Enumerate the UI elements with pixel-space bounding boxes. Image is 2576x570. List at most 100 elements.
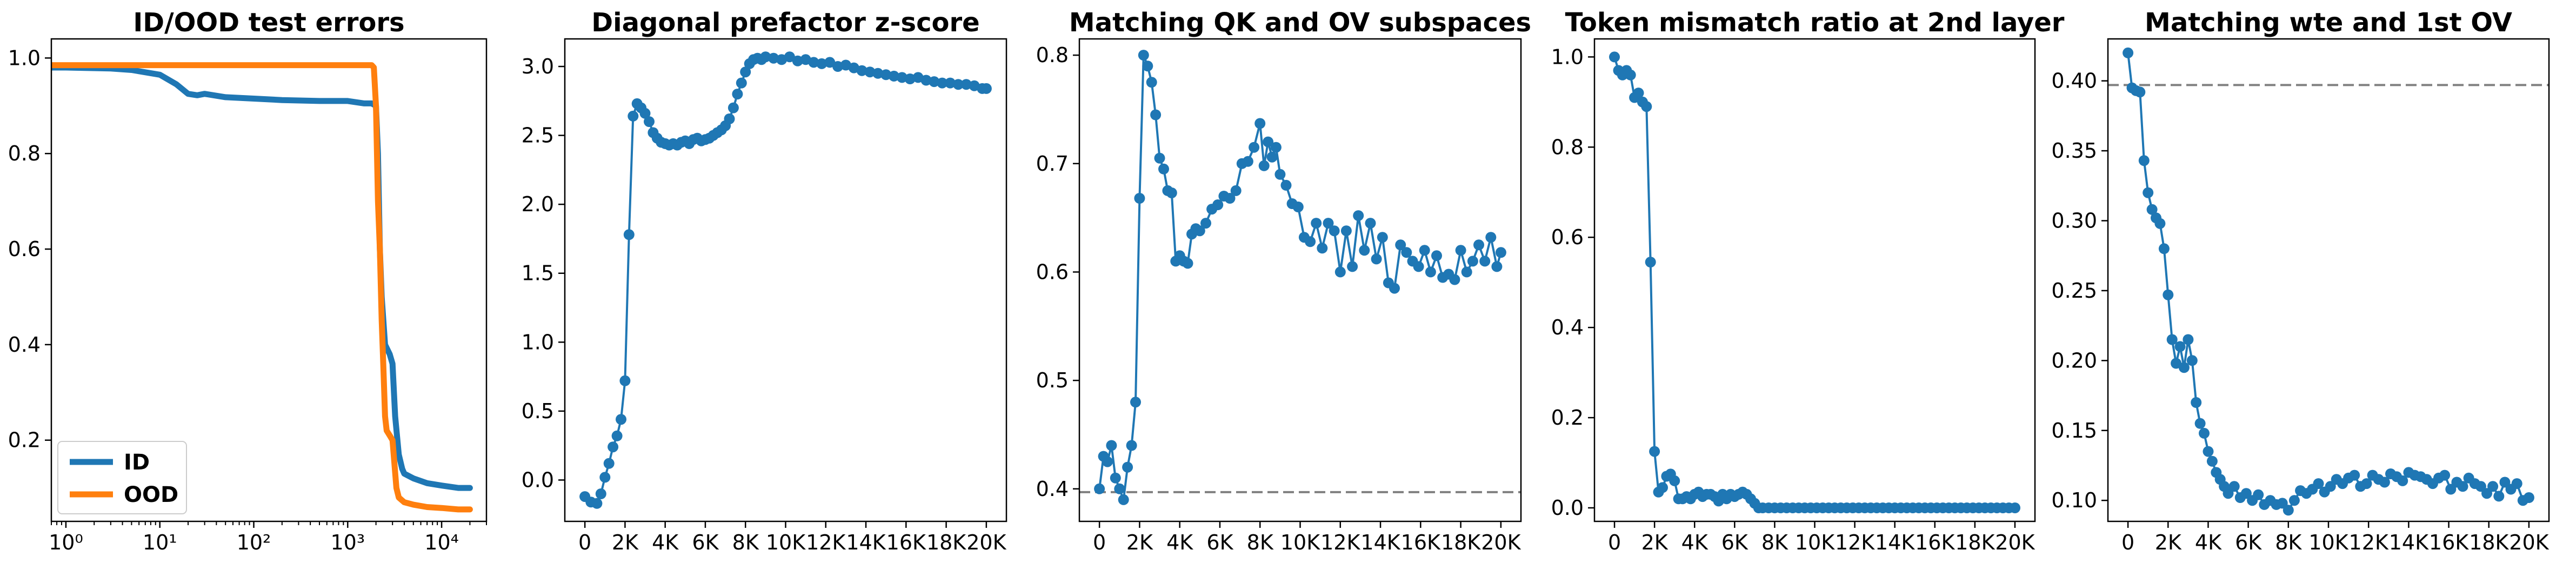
data-point <box>1134 193 1145 204</box>
data-point <box>2163 289 2174 300</box>
y-tick-label: 0.0 <box>522 468 554 492</box>
data-point <box>1491 261 1503 272</box>
data-point <box>2134 86 2146 98</box>
x-tick-label: 12K <box>1320 531 1360 554</box>
plot-area <box>1094 50 1506 505</box>
x-tick-label: 8K <box>1761 531 1788 554</box>
data-point <box>728 102 739 113</box>
chart-title: Matching QK and OV subspaces <box>1069 8 1531 38</box>
data-point <box>599 472 611 483</box>
data-point <box>2397 475 2408 486</box>
data-point <box>808 57 819 68</box>
data-point <box>2253 489 2264 500</box>
data-point <box>1431 250 1442 261</box>
y-tick-label: 0.2 <box>1551 406 1584 430</box>
data-point <box>1146 77 1157 88</box>
data-point <box>591 498 603 509</box>
series-line-1 <box>1613 56 2016 509</box>
data-point <box>1485 232 1497 243</box>
data-point <box>1359 245 1370 256</box>
data-point <box>1114 483 1125 494</box>
data-point <box>2283 505 2294 516</box>
data-point <box>952 79 964 90</box>
data-point <box>1455 245 1466 256</box>
data-point <box>816 58 827 69</box>
data-point <box>2313 478 2324 489</box>
data-point <box>1340 225 1352 237</box>
data-point <box>2493 491 2505 502</box>
data-point <box>2178 362 2190 373</box>
series-line-id <box>51 64 473 491</box>
chart-title: Matching wte and 1st OV <box>2145 8 2512 38</box>
data-point <box>864 66 876 78</box>
data-point <box>2499 477 2511 488</box>
y-tick-label: 3.0 <box>522 55 554 78</box>
data-point <box>792 55 803 66</box>
data-point <box>2511 478 2522 489</box>
x-tick-label: 6K <box>1721 531 1749 554</box>
data-point <box>1669 475 1680 486</box>
data-point <box>2349 470 2360 481</box>
y-tick-label: 0.8 <box>8 142 41 165</box>
chart-title: Token mismatch ratio at 2nd layer <box>1565 8 2065 38</box>
data-point <box>824 57 836 68</box>
x-tick-label: 16K <box>2429 531 2469 554</box>
data-point <box>2445 484 2457 495</box>
data-point <box>1645 257 1656 268</box>
data-point <box>1242 156 1253 167</box>
x-tick-label: 10¹ <box>143 531 177 554</box>
data-point <box>2194 418 2206 429</box>
data-point <box>1461 266 1472 278</box>
data-point <box>2325 481 2336 492</box>
chart-panel-3: Matching QK and OV subspaces 0 2K 4K 6K 8K 10K… <box>1036 8 1532 554</box>
data-point <box>2186 355 2198 366</box>
x-tick-label: 0 <box>578 531 591 554</box>
x-tick-label: 6K <box>1206 531 1233 554</box>
data-point <box>2487 481 2499 492</box>
data-point <box>1641 101 1652 112</box>
x-tick-label: 4K <box>1166 531 1193 554</box>
y-tick-label: 1.0 <box>1551 45 1584 69</box>
x-tick-label: 8K <box>2275 531 2302 554</box>
data-point <box>2199 427 2210 439</box>
x-tick-label: 16K <box>1915 531 1955 554</box>
data-point <box>1401 247 1412 258</box>
data-point <box>1649 446 1660 457</box>
data-point <box>639 108 651 119</box>
plot-area <box>579 51 992 509</box>
data-point <box>1323 218 1334 229</box>
data-point <box>896 72 907 83</box>
x-tick-label: 20K <box>1995 531 2035 554</box>
data-point <box>945 77 956 89</box>
x-tick-label: 8K <box>732 531 759 554</box>
y-tick-label: 0.8 <box>1036 43 1069 67</box>
data-point <box>1110 472 1121 484</box>
data-point <box>1266 151 1278 163</box>
data-point <box>2166 334 2178 345</box>
y-tick-label: 0.10 <box>2051 488 2097 512</box>
x-tick-label: 2K <box>1641 531 1669 554</box>
x-tick-label: 14K <box>2389 531 2429 554</box>
data-point <box>1274 169 1286 180</box>
x-tick-label: 20K <box>966 531 1006 554</box>
legend-label-ood: OOD <box>124 482 178 507</box>
data-point <box>937 77 948 89</box>
data-point <box>2158 243 2170 254</box>
data-point <box>856 65 867 76</box>
x-tick-label: 10⁰ <box>49 531 83 554</box>
y-tick-label: 0.0 <box>1551 496 1584 520</box>
data-point <box>1126 440 1137 451</box>
y-tick-label: 0.35 <box>2051 139 2097 163</box>
data-point <box>1182 258 1193 269</box>
x-tick-label: 18K <box>1441 531 1481 554</box>
x-tick-label: 4K <box>1681 531 1709 554</box>
x-tick-label: 12K <box>806 531 846 554</box>
data-point <box>1154 152 1165 164</box>
data-point <box>2171 358 2182 369</box>
data-point <box>1292 202 1304 212</box>
data-point <box>644 116 655 128</box>
data-point <box>1230 185 1242 196</box>
data-point <box>2361 478 2372 489</box>
chart-title: Diagonal prefactor z-score <box>591 8 979 38</box>
x-tick-label: 2K <box>1126 531 1153 554</box>
